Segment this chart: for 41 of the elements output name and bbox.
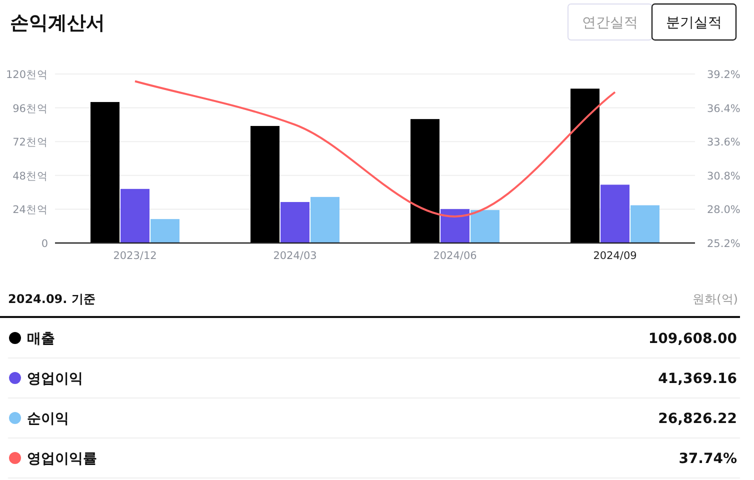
y-tick-label: 72천억 <box>12 136 48 149</box>
bar <box>410 119 440 243</box>
text: 2024.09. 기준 <box>8 292 96 306</box>
y-tick-label: 96천억 <box>12 102 48 115</box>
y2-tick-label: 30.8% <box>707 170 740 182</box>
legend-label: 매출 <box>27 331 55 347</box>
chart-title: 손익계산서 <box>10 12 105 34</box>
y2-tick-label: 28.0% <box>707 204 740 216</box>
x-tick-label: 2024/09 <box>593 250 637 262</box>
text: 41,369.16 <box>658 371 737 387</box>
y2-tick-label: 25.2% <box>707 238 740 250</box>
text: 37.74% <box>678 451 737 467</box>
legend-label: 순이익 <box>27 411 69 427</box>
bar <box>470 210 500 243</box>
legend-label: 영업이익률 <box>27 451 97 467</box>
x-tick-label: 2023/12 <box>113 250 157 262</box>
y2-tick-label: 39.2% <box>707 69 740 81</box>
bar <box>250 126 280 243</box>
x-tick-label: 2024/06 <box>433 250 478 262</box>
text: 연간실적 <box>582 15 638 31</box>
y-tick-label: 0 <box>41 238 48 250</box>
bar <box>600 184 630 243</box>
text: 분기실적 <box>666 15 722 31</box>
y2-tick-label: 33.6% <box>707 136 740 149</box>
bar <box>90 102 120 243</box>
bar <box>280 202 310 243</box>
bar <box>440 209 470 243</box>
y-tick-label: 24천억 <box>12 204 48 216</box>
y-tick-label: 120천억 <box>6 69 48 81</box>
bar <box>120 188 150 243</box>
x-tick-label: 2024/03 <box>273 250 317 262</box>
y2-tick-label: 36.4% <box>707 102 740 115</box>
legend-label: 영업이익 <box>27 371 83 387</box>
text: 원화(억) <box>692 292 738 306</box>
bar <box>630 205 660 243</box>
bar <box>310 196 340 243</box>
text: 109,608.00 <box>648 331 738 347</box>
y-tick-label: 48천억 <box>12 170 48 182</box>
bar <box>570 88 600 243</box>
bar <box>150 219 180 243</box>
text: 26,826.22 <box>658 411 737 427</box>
